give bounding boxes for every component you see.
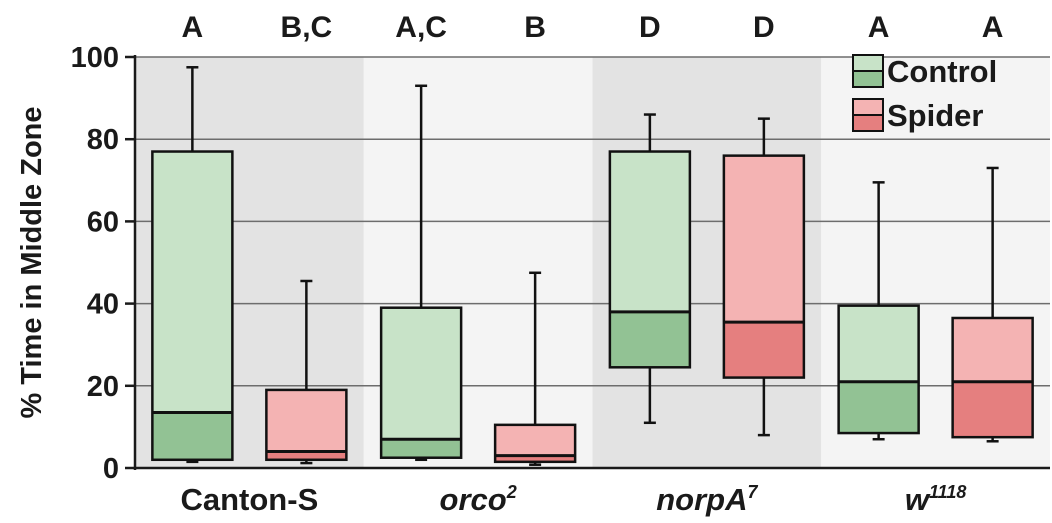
canton-s-spider-box-upper	[266, 389, 347, 452]
w1118-spider-box-upper	[952, 317, 1033, 382]
w1118-spider-box-lower	[952, 381, 1033, 438]
norpa7-control-significance-letter: D	[639, 11, 661, 44]
canton-s-control-box-upper	[152, 151, 233, 413]
canton-s-spider-significance-letter: B,C	[281, 11, 333, 44]
orco2-spider-box-lower	[495, 455, 576, 462]
x-category-label-1: Canton-S	[180, 482, 318, 517]
orco2-spider-significance-letter: B	[524, 11, 546, 44]
y-tick-label-60: 60	[87, 206, 119, 238]
norpa7-spider-box-upper	[723, 155, 804, 323]
legend-control-label: Control	[887, 54, 997, 89]
orco2-spider-box-outline	[493, 423, 577, 464]
norpa7-spider-box-outline	[722, 154, 806, 379]
canton-s-spider-box-outline	[265, 388, 348, 462]
norpa7-spider-significance-letter: D	[753, 11, 775, 44]
w1118-control-box-lower	[838, 381, 919, 434]
legend-spider-label: Spider	[887, 98, 983, 133]
y-tick-label-80: 80	[87, 124, 119, 156]
w1118-control-significance-letter: A	[868, 11, 890, 44]
y-tick-label-100: 100	[71, 42, 119, 74]
norpa7-spider-box-lower	[723, 322, 804, 378]
canton-s-control-significance-letter: A	[182, 11, 204, 44]
canton-s-control-box-outline	[151, 150, 234, 462]
w1118-spider-significance-letter: A	[982, 11, 1004, 44]
y-tick-label-0: 0	[103, 453, 119, 485]
orco2-control-box-upper	[381, 307, 462, 440]
canton-s-spider-box-lower	[266, 451, 347, 460]
x-category-label-3: norpA7	[656, 482, 758, 517]
orco2-control-box-outline	[379, 306, 463, 459]
legend-control-swatch-dark	[853, 71, 883, 87]
orco2-control-box-lower	[381, 439, 462, 458]
y-axis-title: % Time in Middle Zone	[16, 106, 48, 418]
legend-spider-swatch-light	[853, 99, 883, 115]
x-category-label-2: orco2	[440, 482, 517, 517]
orco2-control-significance-letter: A,C	[395, 11, 447, 44]
norpa7-control-box-upper	[609, 151, 690, 312]
norpa7-control-box-outline	[608, 150, 692, 369]
orco2-spider-box-upper	[495, 424, 576, 456]
w1118-spider-box-outline	[951, 316, 1034, 439]
canton-s-control-box-lower	[152, 412, 233, 460]
norpa7-control-box-lower	[609, 311, 690, 368]
y-tick-label-20: 20	[87, 371, 119, 403]
x-category-label-4: w1118	[905, 482, 967, 517]
legend-control-swatch-light	[853, 55, 883, 71]
w1118-control-box-outline	[837, 304, 920, 435]
y-tick-label-40: 40	[87, 289, 119, 321]
w1118-control-box-upper	[838, 305, 919, 382]
legend-spider-swatch-dark	[853, 115, 883, 131]
